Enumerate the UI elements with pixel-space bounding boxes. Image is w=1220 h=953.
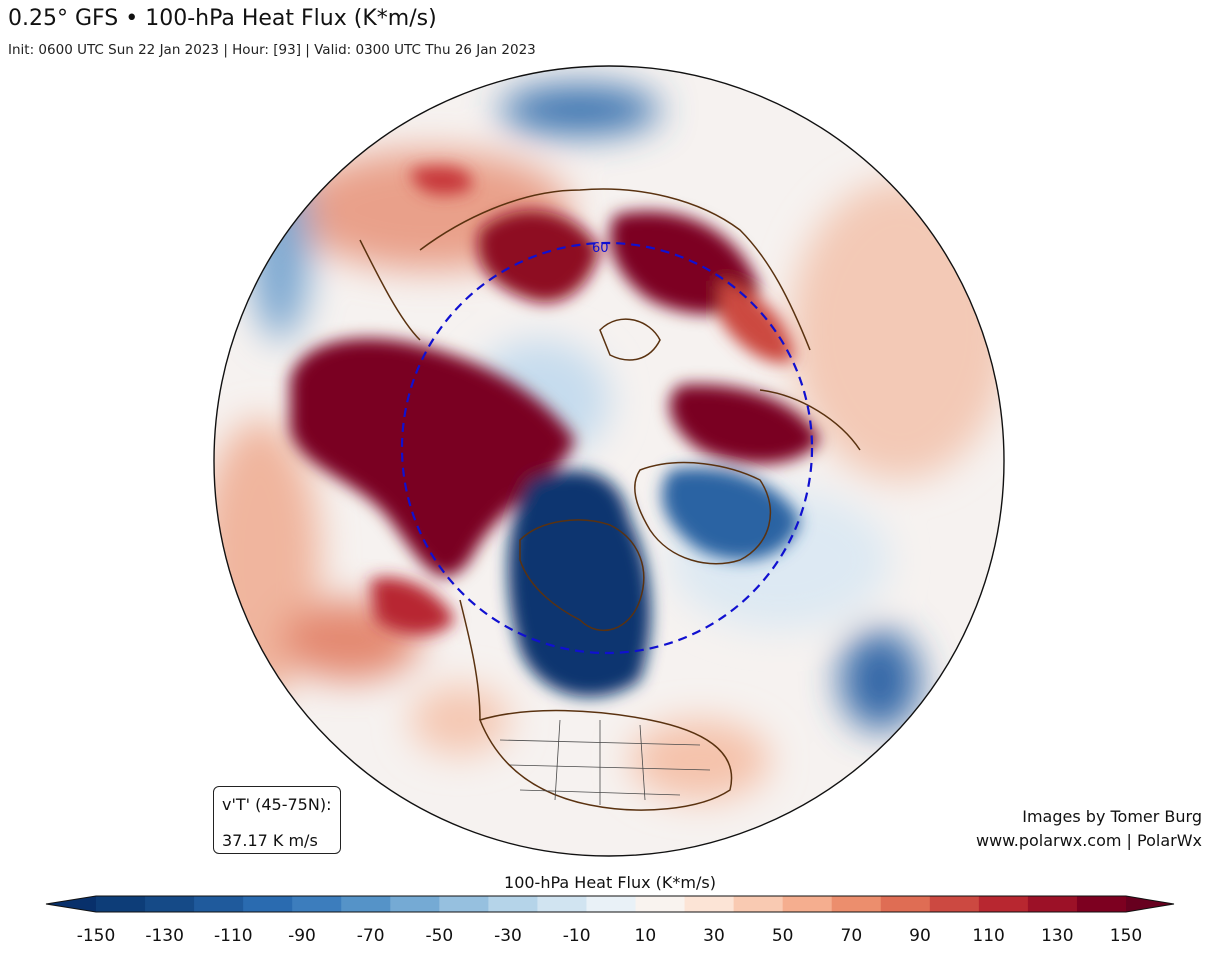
colorbar-tick-label: -90 [288, 926, 316, 946]
colorbar-min-arrow [46, 896, 96, 912]
colorbar-tick-label: -10 [562, 926, 591, 946]
colorbar-segment [390, 896, 440, 912]
colorbar-segment [733, 896, 784, 912]
colorbar-outline [45, 895, 1175, 913]
colorbar-tick-label: -30 [494, 926, 522, 946]
credit-author: Images by Tomer Burg [1022, 807, 1202, 826]
latitude-60-label: 60 [592, 241, 609, 256]
polar-map: 60 [213, 65, 1005, 857]
colorbar-segment [488, 896, 538, 912]
us-state-borders [499, 719, 711, 805]
colorbar-segment [929, 896, 980, 912]
colorbar [45, 895, 1175, 913]
colorbar-tick-label: 110 [972, 926, 1005, 946]
colorbar-segment [292, 896, 342, 912]
colorbar-segment [831, 896, 882, 912]
colorbar-tick-label: 130 [1041, 926, 1074, 946]
colorbar-tick-label: 150 [1109, 926, 1143, 946]
colorbar-segment [96, 896, 146, 912]
colorbar-tick-label: 10 [634, 926, 657, 946]
colorbar-segment [1027, 896, 1078, 912]
latitude-60-circle [400, 241, 814, 655]
colorbar-segment [782, 896, 833, 912]
page-subtitle: Init: 0600 UTC Sun 22 Jan 2023 | Hour: [… [8, 42, 536, 58]
colorbar-segment [880, 896, 931, 912]
colorbar-tick-label: 90 [909, 926, 931, 946]
colorbar-segment [684, 896, 735, 912]
colorbar-tick-label: 50 [771, 926, 794, 946]
page-title: 0.25° GFS • 100-hPa Heat Flux (K*m/s) [8, 6, 437, 31]
colorbar-segment [439, 896, 489, 912]
colorbar-tick-label: -110 [214, 926, 253, 946]
globe-outline [213, 65, 1005, 857]
vt-info-value: 37.17 K m/s [222, 831, 318, 850]
colorbar-tick-label: -70 [356, 926, 385, 946]
colorbar-segment [586, 896, 637, 912]
colorbar-segment [243, 896, 293, 912]
coastlines [359, 188, 861, 811]
colorbar-tick-label: 30 [703, 926, 725, 946]
colorbar-segment [635, 896, 686, 912]
credit-website: www.polarwx.com | PolarWx [975, 831, 1202, 850]
colorbar-segment [145, 896, 195, 912]
colorbar-segment [537, 896, 587, 912]
colorbar-segment [341, 896, 391, 912]
colorbar-segment [978, 896, 1029, 912]
colorbar-title: 100-hPa Heat Flux (K*m/s) [504, 873, 716, 892]
colorbar-tick-label: 70 [840, 926, 863, 946]
vt-info-label: v'T' (45-75N): [222, 795, 332, 814]
colorbar-tick-label: -50 [425, 926, 454, 946]
colorbar-tick-label: -150 [76, 926, 116, 946]
vt-info-box: v'T' (45-75N): 37.17 K m/s [213, 786, 341, 854]
colorbar-segment [1076, 896, 1127, 912]
colorbar-tick-label: -130 [145, 926, 184, 946]
colorbar-max-arrow [1126, 896, 1174, 912]
heat-flux-field [214, 66, 1004, 856]
colorbar-segment [194, 896, 244, 912]
